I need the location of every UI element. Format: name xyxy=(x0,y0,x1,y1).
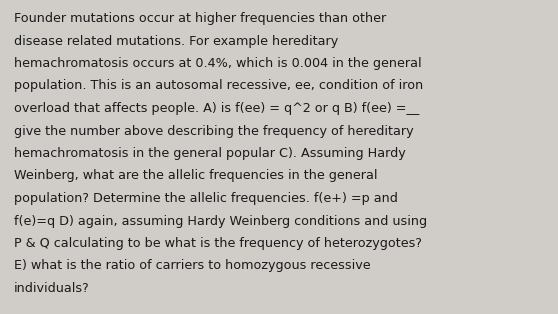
Text: disease related mutations. For example hereditary: disease related mutations. For example h… xyxy=(14,35,338,47)
Text: individuals?: individuals? xyxy=(14,282,90,295)
Text: hemachromatosis in the general popular C). Assuming Hardy: hemachromatosis in the general popular C… xyxy=(14,147,406,160)
Text: Weinberg, what are the allelic frequencies in the general: Weinberg, what are the allelic frequenci… xyxy=(14,170,378,182)
Text: population. This is an autosomal recessive, ee, condition of iron: population. This is an autosomal recessi… xyxy=(14,79,424,93)
Text: P & Q calculating to be what is the frequency of heterozygotes?: P & Q calculating to be what is the freq… xyxy=(14,237,422,250)
Text: overload that affects people. A) is f(ee) = q^2 or q B) f(ee) =__: overload that affects people. A) is f(ee… xyxy=(14,102,419,115)
Text: Founder mutations occur at higher frequencies than other: Founder mutations occur at higher freque… xyxy=(14,12,386,25)
Text: f(e)=q D) again, assuming Hardy Weinberg conditions and using: f(e)=q D) again, assuming Hardy Weinberg… xyxy=(14,214,427,228)
Text: population? Determine the allelic frequencies. f(e+) =p and: population? Determine the allelic freque… xyxy=(14,192,398,205)
Text: E) what is the ratio of carriers to homozygous recessive: E) what is the ratio of carriers to homo… xyxy=(14,259,371,273)
Text: hemachromatosis occurs at 0.4%, which is 0.004 in the general: hemachromatosis occurs at 0.4%, which is… xyxy=(14,57,422,70)
Text: give the number above describing the frequency of hereditary: give the number above describing the fre… xyxy=(14,124,413,138)
